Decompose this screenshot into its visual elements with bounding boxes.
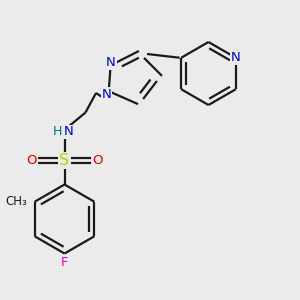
Text: F: F [61,256,68,269]
Text: N: N [106,56,116,70]
Text: N: N [102,88,111,101]
Text: N: N [64,125,74,139]
Text: O: O [26,154,37,167]
Text: H: H [53,125,63,139]
Text: CH₃: CH₃ [6,195,28,208]
Text: N: N [231,51,241,64]
Text: S: S [59,153,70,168]
Text: O: O [92,154,103,167]
